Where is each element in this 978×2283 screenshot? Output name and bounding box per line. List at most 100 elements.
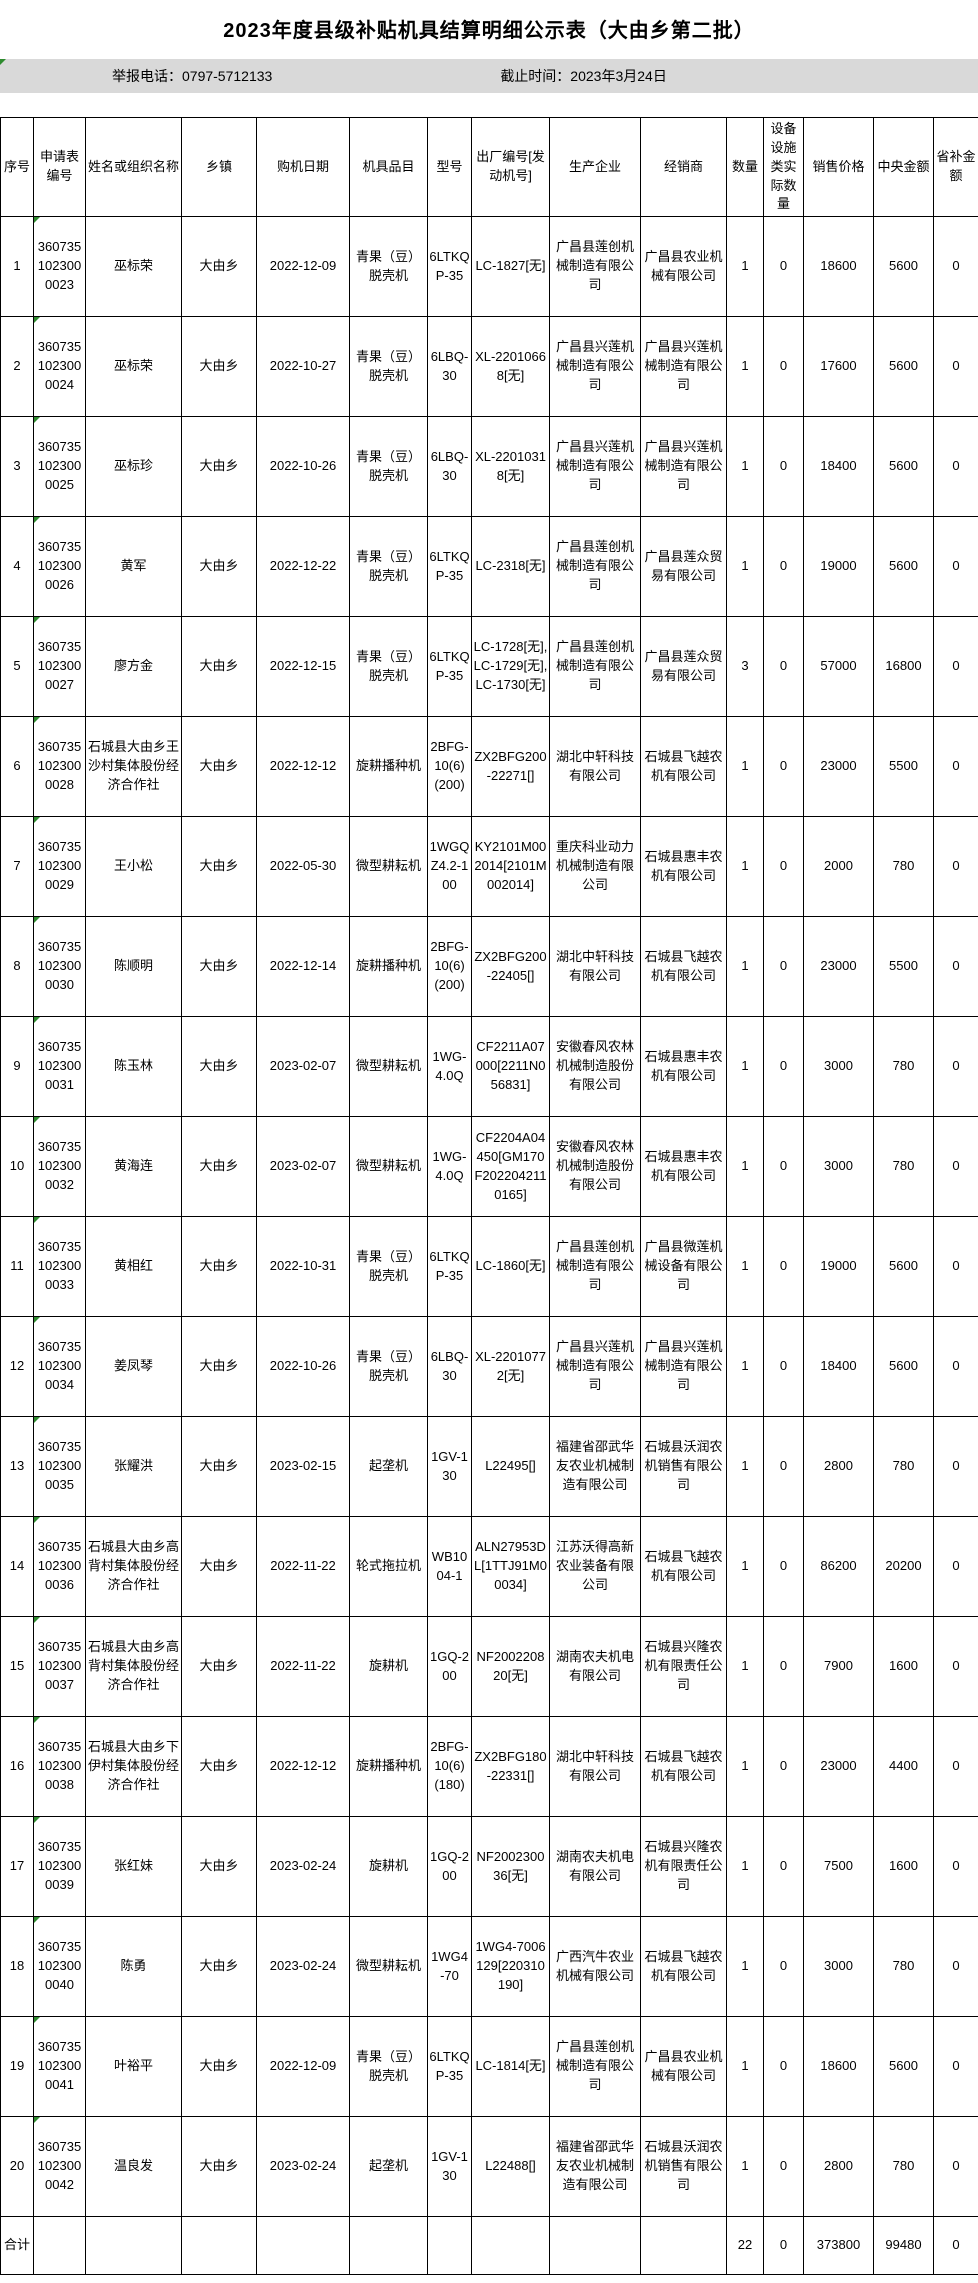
cell-dealer: 广昌县兴莲机械制造有限公司 (640, 1316, 727, 1418)
cell-serial-no: 12 (0, 1316, 34, 1418)
cell-facility-actual-quantity: 0 (763, 1316, 804, 1418)
table-row: 1 3607351023000023 巫标荣 大由乡 2022-12-09 青果（豆）脱壳… (0, 216, 978, 318)
cell-model: WB1004-1 (427, 1516, 472, 1618)
cell-name-or-org: 巫标珍 (85, 416, 182, 518)
cell-factory-no: LC-1827[无] (471, 216, 550, 318)
cell-quantity: 1 (726, 1116, 764, 1218)
cell-sale-price: 18600 (803, 2016, 874, 2118)
cell-name-or-org: 石城县大由乡高背村集体股份经济合作社 (85, 1616, 182, 1718)
cell-sale-price: 7500 (803, 1816, 874, 1918)
cell-name-or-org: 石城县大由乡高背村集体股份经济合作社 (85, 1516, 182, 1618)
cell-machine-category: 微型耕耘机 (349, 1016, 428, 1118)
cell-application-no: 3607351023000038 (33, 1716, 86, 1818)
cell-facility-actual-quantity: 0 (763, 1916, 804, 2018)
cell-facility-actual-quantity: 0 (763, 1416, 804, 1518)
cell-machine-category: 青果（豆）脱壳机 (349, 516, 428, 618)
cell-error-marker (34, 1017, 40, 1024)
cell-facility-actual-quantity: 0 (763, 816, 804, 918)
total-machine-category (349, 2216, 428, 2276)
col-header-township: 乡镇 (181, 116, 257, 218)
cell-sale-price: 23000 (803, 716, 874, 818)
total-quantity: 22 (726, 2216, 764, 2276)
cell-dealer: 广昌县莲众贸易有限公司 (640, 616, 727, 718)
cell-sale-price: 86200 (803, 1516, 874, 1618)
col-header-factory-no: 出厂编号[发动机号] (471, 116, 550, 218)
cell-name-or-org: 巫标荣 (85, 316, 182, 418)
cell-purchase-date: 2022-12-22 (256, 516, 350, 618)
cell-machine-category: 青果（豆）脱壳机 (349, 2016, 428, 2118)
cell-purchase-date: 2022-12-14 (256, 916, 350, 1018)
cell-application-no: 3607351023000034 (33, 1316, 86, 1418)
cell-township: 大由乡 (181, 616, 257, 718)
cell-serial-no: 5 (0, 616, 34, 718)
cell-dealer: 广昌县兴莲机械制造有限公司 (640, 416, 727, 518)
cell-central-amount: 780 (873, 816, 934, 918)
cell-dealer: 广昌县微莲机械设备有限公司 (640, 1216, 727, 1318)
cell-dealer: 石城县惠丰农机有限公司 (640, 816, 727, 918)
cell-error-marker (34, 517, 40, 524)
cell-manufacturer: 广昌县莲创机械制造有限公司 (549, 1216, 641, 1318)
cell-application-no: 3607351023000037 (33, 1616, 86, 1718)
cell-purchase-date: 2022-05-30 (256, 816, 350, 918)
cell-purchase-date: 2022-10-26 (256, 416, 350, 518)
cell-purchase-date: 2023-02-24 (256, 1916, 350, 2018)
cell-manufacturer: 广昌县兴莲机械制造有限公司 (549, 416, 641, 518)
cell-machine-category: 青果（豆）脱壳机 (349, 1316, 428, 1418)
cell-name-or-org: 廖方金 (85, 616, 182, 718)
cell-facility-actual-quantity: 0 (763, 716, 804, 818)
cell-machine-category: 轮式拖拉机 (349, 1516, 428, 1618)
cell-serial-no: 2 (0, 316, 34, 418)
cell-application-no: 3607351023000040 (33, 1916, 86, 2018)
cell-township: 大由乡 (181, 1016, 257, 1118)
cell-serial-no: 19 (0, 2016, 34, 2118)
cell-central-amount: 5600 (873, 1216, 934, 1318)
cell-facility-actual-quantity: 0 (763, 516, 804, 618)
cell-machine-category: 微型耕耘机 (349, 1916, 428, 2018)
cell-serial-no: 14 (0, 1516, 34, 1618)
cell-purchase-date: 2022-10-27 (256, 316, 350, 418)
cell-quantity: 1 (726, 1316, 764, 1418)
cell-factory-no: L22495[] (471, 1416, 550, 1518)
cell-factory-no: NF200220820[无] (471, 1616, 550, 1718)
cell-name-or-org: 黄相红 (85, 1216, 182, 1318)
cell-quantity: 1 (726, 516, 764, 618)
cell-application-no: 3607351023000039 (33, 1816, 86, 1918)
cell-application-no: 3607351023000027 (33, 616, 86, 718)
table-row: 19 3607351023000041 叶裕平 大由乡 2022-12-09 青果（豆）脱… (0, 2016, 978, 2118)
cell-machine-category: 旋耕机 (349, 1616, 428, 1718)
cell-model: 6LBQ-30 (427, 1316, 472, 1418)
cell-application-no: 3607351023000025 (33, 416, 86, 518)
cell-central-amount: 20200 (873, 1516, 934, 1618)
cell-sale-price: 18400 (803, 1316, 874, 1418)
cell-machine-category: 微型耕耘机 (349, 816, 428, 918)
cell-sale-price: 3000 (803, 1116, 874, 1218)
cell-machine-category: 起垄机 (349, 2116, 428, 2218)
cell-sale-price: 7900 (803, 1616, 874, 1718)
cell-township: 大由乡 (181, 216, 257, 318)
cell-dealer: 广昌县农业机械有限公司 (640, 216, 727, 318)
cell-model: 1GV-130 (427, 1416, 472, 1518)
cell-error-marker (34, 1717, 40, 1724)
cell-central-amount: 5600 (873, 416, 934, 518)
cell-provincial-subsidy: 0 (933, 1616, 978, 1718)
cell-application-no: 3607351023000035 (33, 1416, 86, 1518)
cell-manufacturer: 湖北中轩科技有限公司 (549, 916, 641, 1018)
cell-manufacturer: 湖南农夫机电有限公司 (549, 1616, 641, 1718)
cell-serial-no: 18 (0, 1916, 34, 2018)
col-header-machine-category: 机具品目 (349, 116, 428, 218)
cell-dealer: 石城县飞越农机有限公司 (640, 1716, 727, 1818)
cell-application-no: 3607351023000031 (33, 1016, 86, 1118)
cell-quantity: 1 (726, 1916, 764, 2018)
cell-model: 1GQ-200 (427, 1816, 472, 1918)
cell-purchase-date: 2022-12-15 (256, 616, 350, 718)
cell-error-marker (34, 417, 40, 424)
total-dealer (640, 2216, 727, 2276)
table-row: 20 3607351023000042 温良发 大由乡 2023-02-24 起垄机 1GV… (0, 2116, 978, 2218)
cell-machine-category: 旋耕播种机 (349, 716, 428, 818)
table-row: 18 3607351023000040 陈勇 大由乡 2023-02-24 微型耕耘机 1W… (0, 1916, 978, 2018)
cell-name-or-org: 陈顺明 (85, 916, 182, 1018)
cell-serial-no: 13 (0, 1416, 34, 1518)
deadline-label: 截止时间：2023年3月24日 (500, 68, 667, 84)
cell-dealer: 石城县兴隆农机有限责任公司 (640, 1616, 727, 1718)
cell-manufacturer: 广昌县兴莲机械制造有限公司 (549, 1316, 641, 1418)
